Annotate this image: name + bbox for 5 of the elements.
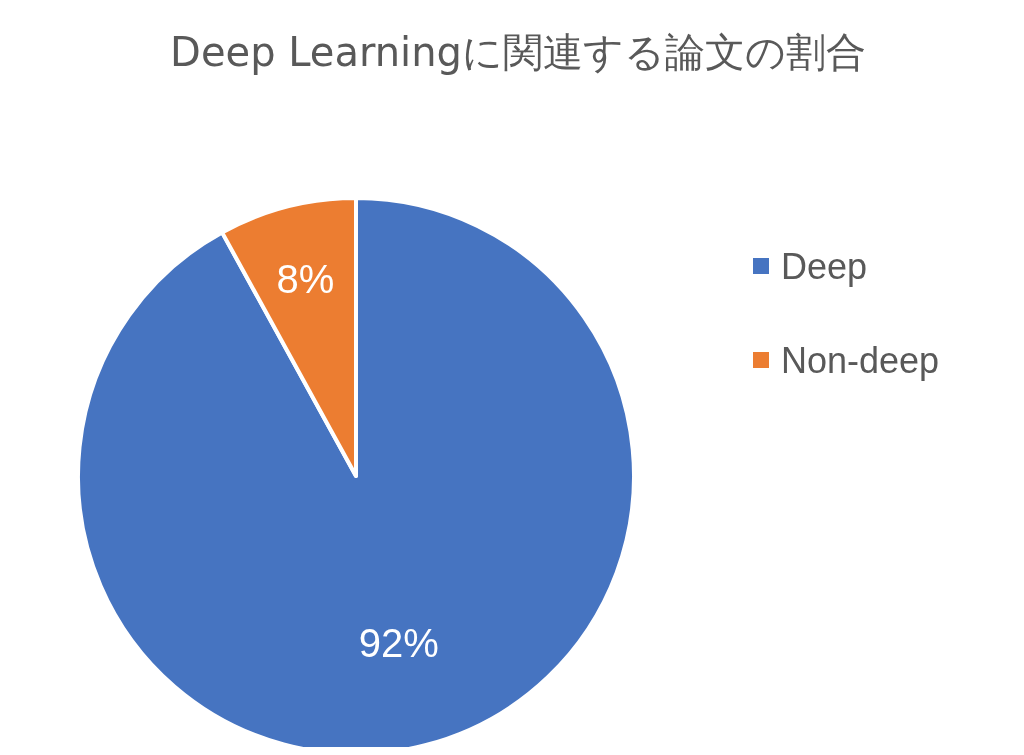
data-label: 8% (276, 257, 335, 302)
legend-label: Deep (781, 245, 868, 287)
data-label: 92% (358, 620, 439, 665)
legend-label: Non-deep (781, 339, 940, 381)
chart-title: Deep Learningに関連する論文の割合 (170, 29, 866, 75)
